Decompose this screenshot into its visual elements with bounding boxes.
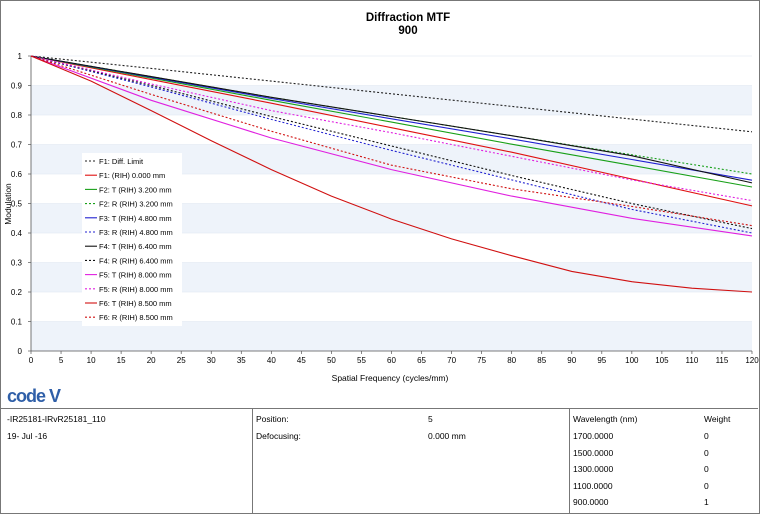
x-tick-label: 0 [29, 356, 34, 365]
chart-subtitle: 900 [398, 25, 417, 37]
x-tick-label: 35 [237, 356, 246, 365]
legend-label: F4: R (RIH) 6.400 mm [99, 256, 173, 265]
series-line [30, 55, 753, 202]
legend-label: F1: Diff. Limit [99, 157, 144, 166]
series-line [30, 55, 753, 207]
weight-value: 0 [704, 431, 709, 441]
legend-label: F6: T (RIH) 8.500 mm [99, 299, 172, 308]
y-tick-labels: 0 0.1 0.2 0.3 0.4 0.5 0.6 0.7 0.8 0.9 1 [11, 52, 31, 356]
weight-value: 1 [704, 497, 709, 507]
x-tick-label: 90 [567, 356, 576, 365]
x-tick-labels: 0 5 10 15 20 25 30 35 40 45 50 55 60 65 70 75 80 85 90 95 10… [29, 351, 759, 365]
series-line [30, 55, 753, 234]
chart-title: Diffraction MTF [366, 12, 450, 24]
lens-id: -IR25181-IRvR25181_110 [7, 414, 106, 424]
wavelength-header: Wavelength (nm) [573, 414, 638, 424]
x-axis-label: Spatial Frequency (cycles/mm) [332, 373, 449, 383]
wavelength-value: 1500.0000 [573, 447, 614, 458]
y-tick-label: 0.5 [11, 200, 23, 209]
legend-label: F5: R (RIH) 8.000 mm [99, 285, 173, 294]
y-tick-label: 0.7 [11, 141, 23, 150]
legend-label: F5: T (RIH) 8.000 mm [99, 271, 172, 280]
position-label: Position: [256, 414, 289, 424]
x-tick-label: 45 [297, 356, 306, 365]
x-tick-label: 30 [207, 356, 216, 365]
x-tick-label: 115 [716, 356, 729, 365]
y-tick-label: 0.8 [11, 111, 23, 120]
wavelength-value: 1300.0000 [573, 464, 614, 474]
plot-band [31, 321, 752, 351]
x-tick-label: 65 [417, 356, 426, 365]
y-tick-label: 0.6 [11, 170, 23, 179]
x-tick-label: 60 [387, 356, 396, 365]
x-tick-label: 120 [745, 356, 759, 365]
series-line [30, 55, 753, 188]
y-tick-label: 0.1 [11, 318, 23, 327]
y-tick-label: 1 [18, 52, 23, 61]
series-line [30, 55, 753, 237]
info-panel: -IR25181-IRvR25181_110 19- Jul -16 Posit… [0, 408, 758, 514]
y-tick-label: 0 [18, 347, 23, 356]
legend-label: F1: (RIH) 0.000 mm [99, 171, 165, 180]
info-divider [569, 409, 570, 514]
mtf-chart: Diffraction MTF 900 00.10.20.30.40.50.60… [3, 12, 759, 383]
x-tick-label: 25 [177, 356, 186, 365]
legend-label: F2: T (RIH) 3.200 mm [99, 185, 172, 194]
x-tick-label: 110 [686, 356, 699, 365]
legend-label: F3: R (RIH) 4.800 mm [99, 228, 173, 237]
x-tick-label: 50 [327, 356, 336, 365]
plot-band [31, 85, 752, 115]
legend-label: F3: T (RIH) 4.800 mm [99, 214, 172, 223]
x-tick-label: 20 [147, 356, 156, 365]
y-tick-label: 0.9 [11, 82, 23, 91]
weight-value: 0 [704, 464, 709, 474]
x-tick-label: 100 [625, 356, 639, 365]
wavelength-value: 1700.0000 [573, 431, 614, 441]
y-axis-label: Modulation [3, 183, 13, 225]
x-tick-label: 85 [537, 356, 546, 365]
position-value: 5 [428, 414, 433, 424]
y-tick-label: 0.4 [11, 229, 23, 238]
x-tick-label: 80 [507, 356, 516, 365]
defocusing-label: Defocusing: [256, 431, 301, 441]
info-divider [252, 409, 253, 514]
y-tick-label: 0.3 [11, 259, 23, 268]
series-line [30, 55, 753, 293]
plot-series [30, 55, 753, 293]
x-tick-label: 55 [357, 356, 366, 365]
x-tick-label: 5 [59, 356, 64, 365]
defocusing-value: 0.000 mm [428, 431, 466, 441]
series-line [30, 55, 753, 181]
weight-header: Weight [704, 414, 731, 424]
x-tick-label: 75 [477, 356, 486, 365]
series-line [30, 55, 753, 133]
x-tick-label: 15 [117, 356, 126, 365]
wavelength-value: 1100.0000 [573, 480, 613, 491]
series-line [30, 55, 753, 184]
legend-label: F4: T (RIH) 6.400 mm [99, 242, 172, 251]
legend-label: F2: R (RIH) 3.200 mm [99, 200, 173, 209]
series-line [30, 55, 753, 227]
x-tick-label: 40 [267, 356, 276, 365]
legend-label: F6: R (RIH) 8.500 mm [99, 313, 173, 322]
wavelength-value: 900.0000 [573, 497, 609, 507]
y-tick-label: 0.2 [11, 288, 23, 297]
legend: F1: Diff. Limit F1: (RIH) 0.000 mm F2: T (… [82, 153, 182, 326]
x-tick-label: 70 [447, 356, 456, 365]
weight-value: 0 [704, 480, 709, 491]
weight-value: 0 [704, 447, 709, 458]
legend-box [82, 153, 182, 326]
x-tick-label: 105 [655, 356, 669, 365]
codev-logo: code V [7, 386, 61, 406]
x-tick-label: 95 [597, 356, 606, 365]
date-text: 19- Jul -16 [7, 431, 48, 441]
x-tick-label: 10 [87, 356, 96, 365]
